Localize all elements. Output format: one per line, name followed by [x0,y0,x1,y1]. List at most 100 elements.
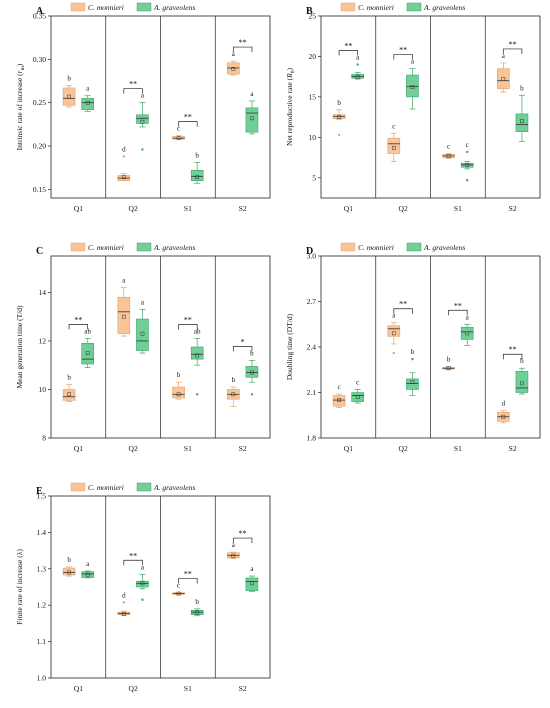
mean-marker [355,74,360,79]
mean-marker [410,85,415,90]
significance-letter: c [177,125,180,133]
y-tick-label: 2.7 [307,297,317,306]
significance-letter: a [392,312,396,320]
x-tick-label: S2 [509,444,517,453]
y-tick-label: 10 [39,385,47,394]
box-c-monnieri: b [62,556,76,577]
panel-letter: B [306,6,313,17]
x-tick-label: Q1 [344,204,353,213]
iqr-box [227,62,240,75]
significance-letter: c [447,143,450,151]
panel-letter: A [36,6,44,17]
box-a-graveolens: b [245,349,259,396]
box-a-graveolens: ab [81,328,94,368]
iqr-box [81,343,94,365]
significance-bracket [393,308,413,314]
legend-label-c-monnieri: C. monnieri [88,243,124,252]
box-a-graveolens: ab [190,328,204,396]
box-a-graveolens: a [136,92,149,151]
significance-bracket [178,578,198,584]
y-tick-label: 0.30 [33,55,46,64]
significance-letter: b [520,84,524,92]
x-tick-label: Q2 [129,204,138,213]
box-a-graveolens: a [81,85,94,112]
y-tick-label: 20 [309,52,317,61]
outlier-point [122,601,126,604]
mean-marker [85,100,90,105]
panel-a: A C. monnieri A. graveolens 0.15 0.20 0.25 0.3… [15,2,271,213]
mean-marker [337,398,341,402]
legend-swatch-a-graveolens [136,2,152,12]
significance-bracket [502,48,523,54]
significance-letter: a [232,50,236,58]
outlier-point [465,179,469,182]
legend-label-a-graveolens: A. graveolens [153,483,195,492]
mean-marker [121,612,126,616]
mean-marker [195,610,200,615]
significance-letter: a [232,541,236,549]
mean-marker [250,116,254,121]
significance-stars: ** [454,301,462,310]
significance-bracket [123,88,143,94]
legend-swatch-a-graveolens [136,482,152,492]
significance-letter: d [122,591,126,599]
mean-marker [67,392,71,397]
legend-swatch-c-monnieri [340,2,356,12]
significance-bracket [448,309,468,316]
x-tick-label: S1 [454,204,462,213]
iqr-box [62,87,76,106]
box-c-monnieri: a [497,52,510,93]
box-c-monnieri: c [172,125,185,141]
box-a-graveolens: a [245,90,259,135]
legend: C. monnieri A. graveolens [70,242,195,252]
iqr-box [351,392,364,402]
significance-bracket [123,559,143,566]
box-c-monnieri: b [62,74,76,108]
y-tick-label: 2.4 [307,343,317,352]
significance-letter: b [67,556,71,564]
mean-marker [231,553,236,558]
iqr-box [81,98,94,110]
significance-letter: a [141,298,145,306]
significance-stars: ** [129,551,137,560]
legend-label-c-monnieri: C. monnieri [88,483,124,492]
significance-letter: c [356,378,359,386]
box-c-monnieri: c [442,143,455,159]
mean-marker [520,381,524,386]
mean-marker [140,119,145,124]
box-c-monnieri: c [387,122,401,162]
legend: C. monnieri A. graveolens [340,242,465,252]
significance-letter: a [86,560,90,568]
box-c-monnieri: b [62,374,76,402]
x-tick-label: S2 [239,444,247,453]
box-c-monnieri: a [227,50,240,76]
significance-letter: a [86,85,90,93]
y-tick-label: 1.1 [37,637,47,646]
x-tick-label: Q2 [129,444,138,453]
iqr-box [136,580,149,588]
iqr-box [62,567,76,576]
outlier-point [195,393,199,396]
box-a-graveolens: a [136,563,149,601]
mean-marker [501,414,506,419]
legend-label-c-monnieri: C. monnieri [358,3,394,12]
y-tick-label: 0.15 [33,185,46,194]
significance-stars: ** [184,569,192,578]
y-tick-label: 1.3 [37,564,47,573]
y-tick-label: 2.1 [307,388,317,397]
panel-letter: C [36,246,43,257]
legend: C. monnieri A. graveolens [70,2,195,12]
mean-marker [337,115,341,119]
significance-stars: ** [509,345,517,354]
significance-letter: d [502,400,506,408]
y-axis-title: Doubling time (DT/d) [285,313,294,380]
y-tick-label: 8 [42,434,46,443]
significance-bracket [232,46,253,53]
box-a-graveolens: b [515,357,529,395]
mean-marker [355,395,360,399]
significance-stars: ** [239,38,247,47]
box-c-monnieri: d [497,400,510,424]
significance-letter: c [177,581,180,589]
